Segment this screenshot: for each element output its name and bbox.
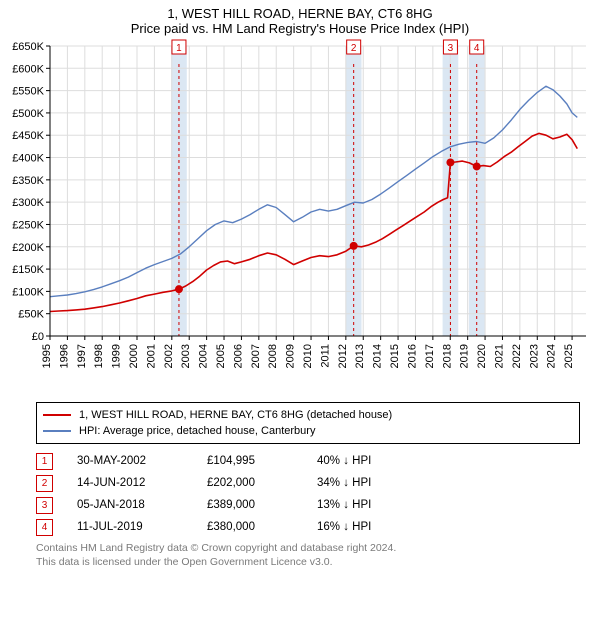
footer: Contains HM Land Registry data © Crown c… <box>36 542 580 569</box>
transactions-table: 1 30-MAY-2002£104,99540% ↓ HPI 2 14-JUN-201… <box>36 450 580 538</box>
transaction-delta: 13% ↓ HPI <box>317 499 437 511</box>
svg-text:2010: 2010 <box>302 344 314 368</box>
svg-text:2021: 2021 <box>493 344 505 368</box>
svg-text:£600K: £600K <box>12 63 44 75</box>
svg-text:1999: 1999 <box>111 344 123 368</box>
svg-text:2011: 2011 <box>319 344 331 368</box>
svg-text:2013: 2013 <box>354 344 366 368</box>
svg-text:2018: 2018 <box>441 344 453 368</box>
svg-text:2001: 2001 <box>145 344 157 368</box>
transaction-marker: 1 <box>36 453 53 470</box>
legend-swatch <box>43 430 71 432</box>
transaction-marker: 4 <box>36 519 53 536</box>
legend-swatch <box>43 414 71 416</box>
title-block: 1, WEST HILL ROAD, HERNE BAY, CT6 8HG Pr… <box>0 0 600 36</box>
svg-text:2019: 2019 <box>459 344 471 368</box>
transaction-price: £202,000 <box>207 477 317 489</box>
transaction-delta: 40% ↓ HPI <box>317 455 437 467</box>
svg-text:2023: 2023 <box>528 344 540 368</box>
chart-svg: £0 £50K £100K £150K £200K £250K £300K £350K £400… <box>0 36 600 396</box>
transaction-row: 3 05-JAN-2018£389,00013% ↓ HPI <box>36 494 580 516</box>
svg-text:£200K: £200K <box>12 242 44 254</box>
svg-text:2007: 2007 <box>250 344 262 368</box>
svg-text:£250K: £250K <box>12 219 44 231</box>
svg-text:2016: 2016 <box>406 344 418 368</box>
svg-text:1998: 1998 <box>93 344 105 368</box>
svg-text:1995: 1995 <box>41 344 53 368</box>
svg-text:2003: 2003 <box>180 344 192 368</box>
transaction-row: 2 14-JUN-2012£202,00034% ↓ HPI <box>36 472 580 494</box>
transaction-row: 1 30-MAY-2002£104,99540% ↓ HPI <box>36 450 580 472</box>
transaction-price: £389,000 <box>207 499 317 511</box>
transaction-marker: 3 <box>36 497 53 514</box>
svg-text:2014: 2014 <box>372 344 384 368</box>
svg-text:£400K: £400K <box>12 153 44 165</box>
svg-text:4: 4 <box>474 43 480 54</box>
svg-text:£550K: £550K <box>12 86 44 98</box>
svg-text:£50K: £50K <box>18 309 44 321</box>
chart-container: 1, WEST HILL ROAD, HERNE BAY, CT6 8HG Pr… <box>0 0 600 569</box>
svg-text:2015: 2015 <box>389 344 401 368</box>
svg-text:£350K: £350K <box>12 175 44 187</box>
svg-text:1997: 1997 <box>76 344 88 368</box>
svg-text:2005: 2005 <box>215 344 227 368</box>
svg-text:2022: 2022 <box>511 344 523 368</box>
transaction-date: 11-JUL-2019 <box>77 521 207 533</box>
transaction-row: 4 11-JUL-2019£380,00016% ↓ HPI <box>36 516 580 538</box>
transaction-date: 30-MAY-2002 <box>77 455 207 467</box>
svg-text:£300K: £300K <box>12 197 44 209</box>
legend-label: HPI: Average price, detached house, Cant… <box>79 425 315 437</box>
transaction-date: 14-JUN-2012 <box>77 477 207 489</box>
svg-text:£100K: £100K <box>12 286 44 298</box>
svg-text:2008: 2008 <box>267 344 279 368</box>
svg-text:2020: 2020 <box>476 344 488 368</box>
transaction-price: £104,995 <box>207 455 317 467</box>
title-line-1: 1, WEST HILL ROAD, HERNE BAY, CT6 8HG <box>0 6 600 21</box>
svg-text:2017: 2017 <box>424 344 436 368</box>
legend: 1, WEST HILL ROAD, HERNE BAY, CT6 8HG (d… <box>36 402 580 444</box>
transaction-marker: 2 <box>36 475 53 492</box>
svg-text:2024: 2024 <box>546 344 558 368</box>
transaction-delta: 16% ↓ HPI <box>317 521 437 533</box>
svg-text:2012: 2012 <box>337 344 349 368</box>
footer-line-2: This data is licensed under the Open Gov… <box>36 556 580 570</box>
svg-text:1: 1 <box>176 43 182 54</box>
footer-line-1: Contains HM Land Registry data © Crown c… <box>36 542 580 556</box>
svg-text:2025: 2025 <box>563 344 575 368</box>
svg-text:£650K: £650K <box>12 41 44 53</box>
title-line-2: Price paid vs. HM Land Registry's House … <box>0 21 600 36</box>
legend-item: 1, WEST HILL ROAD, HERNE BAY, CT6 8HG (d… <box>43 407 573 423</box>
svg-text:2000: 2000 <box>128 344 140 368</box>
transaction-price: £380,000 <box>207 521 317 533</box>
svg-text:3: 3 <box>448 43 454 54</box>
chart-area: £0 £50K £100K £150K £200K £250K £300K £350K £400… <box>0 36 600 396</box>
legend-label: 1, WEST HILL ROAD, HERNE BAY, CT6 8HG (d… <box>79 409 392 421</box>
svg-text:2009: 2009 <box>285 344 297 368</box>
transaction-date: 05-JAN-2018 <box>77 499 207 511</box>
legend-item: HPI: Average price, detached house, Cant… <box>43 423 573 439</box>
svg-text:£150K: £150K <box>12 264 44 276</box>
svg-text:£500K: £500K <box>12 108 44 120</box>
transaction-delta: 34% ↓ HPI <box>317 477 437 489</box>
svg-text:1996: 1996 <box>58 344 70 368</box>
svg-text:2: 2 <box>351 43 357 54</box>
svg-text:£450K: £450K <box>12 130 44 142</box>
svg-text:£0: £0 <box>32 331 44 343</box>
svg-text:2006: 2006 <box>232 344 244 368</box>
svg-text:2002: 2002 <box>163 344 175 368</box>
svg-text:2004: 2004 <box>198 344 210 368</box>
